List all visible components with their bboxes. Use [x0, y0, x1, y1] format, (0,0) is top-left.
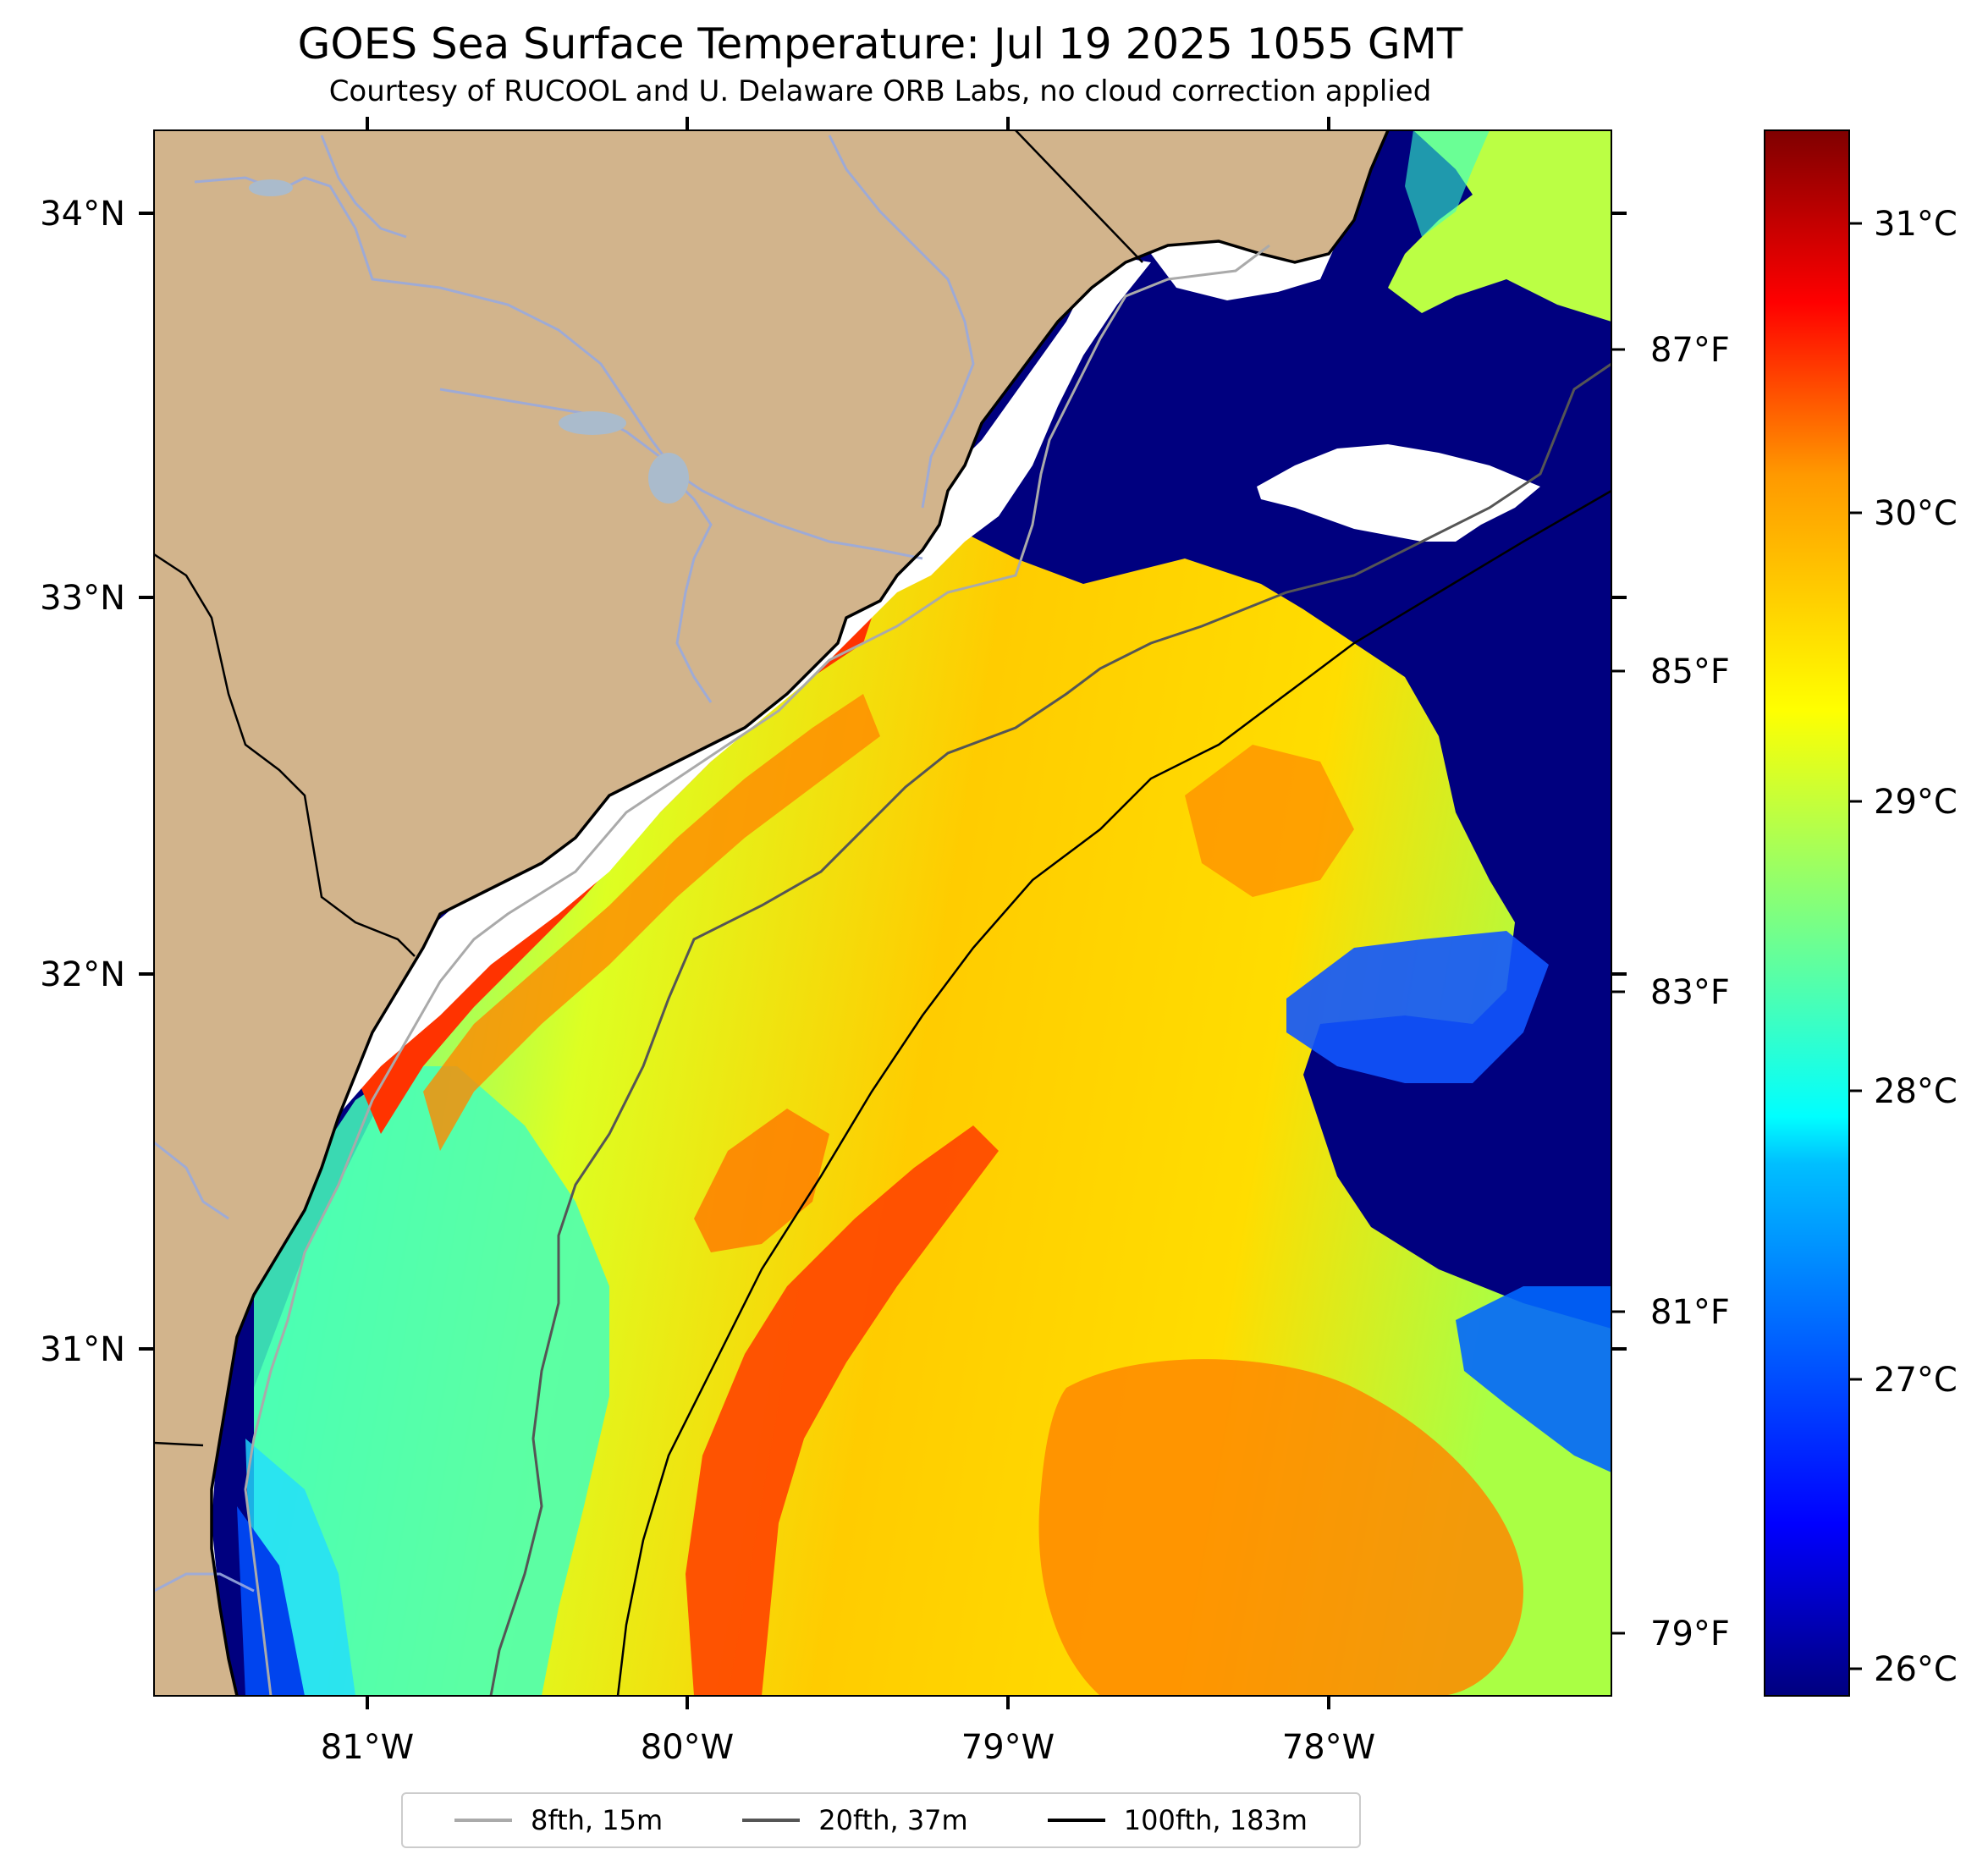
f-tick-85: 85°F [1650, 652, 1730, 691]
f-tick-81: 81°F [1650, 1293, 1730, 1332]
sst-cool-inshore [254, 1066, 609, 1696]
river-north [320, 135, 407, 239]
isobath-8fth [244, 244, 1270, 1696]
legend-swatch-100fth [1047, 1819, 1105, 1822]
lat-ticks [139, 212, 1627, 1351]
lat-tick-32n: 32°N [40, 955, 125, 994]
river-st-marys [154, 1141, 229, 1220]
river-pee-dee [194, 176, 923, 560]
c-tick-29: 29°C [1874, 783, 1958, 822]
c-tick-27: 27°C [1874, 1361, 1958, 1400]
map-subtitle: Courtesy of RUCOOL and U. Delaware ORB L… [328, 74, 1432, 108]
isobath-100fth [616, 489, 1611, 1696]
f-tick-83: 83°F [1650, 973, 1730, 1012]
f-tick-79: 79°F [1650, 1615, 1730, 1654]
river-waccamaw [828, 135, 975, 509]
lake-north [249, 179, 293, 196]
fahrenheit-ticks [1611, 348, 1625, 1635]
legend-swatch-8fth [454, 1819, 513, 1822]
lake-moultrie [559, 411, 626, 435]
c-tick-26: 26°C [1874, 1650, 1958, 1689]
isobath-20fth [489, 362, 1611, 1696]
legend-item-100fth: 100fth, 183m [1047, 1804, 1308, 1836]
sst-warm-offshore-2 [1038, 1359, 1523, 1696]
lon-ticks [366, 117, 1330, 1709]
sst-north-patch [1388, 130, 1611, 322]
map-title: GOES Sea Surface Temperature: Jul 19 202… [297, 19, 1463, 69]
legend-label-8fth: 8fth, 15m [531, 1804, 664, 1836]
lon-tick-78w: 78°W [1282, 1728, 1375, 1767]
sst-warm-offshore-1 [694, 1109, 829, 1252]
lon-tick-81w: 81°W [321, 1728, 414, 1767]
colorbar [1764, 129, 1850, 1697]
map-panel [154, 130, 1611, 1696]
lat-tick-34n: 34°N [40, 195, 125, 234]
c-tick-30: 30°C [1874, 494, 1958, 533]
legend-label-100fth: 100fth, 183m [1123, 1804, 1308, 1836]
lat-tick-33n: 33°N [40, 579, 125, 618]
sst-north-patch-edge [1405, 130, 1490, 237]
legend-item-20fth: 20fth, 37m [742, 1804, 968, 1836]
celsius-ticks [1849, 222, 1862, 1670]
land-mass [154, 130, 1388, 1696]
coastline [210, 130, 1390, 1696]
f-tick-87: 87°F [1650, 331, 1730, 370]
ga-fl-border [154, 1441, 204, 1447]
state-boundaries [154, 130, 1143, 1447]
sst-orange-coastal [423, 694, 880, 1151]
isobath-legend: 8fth, 15m 20fth, 37m 100fth, 183m [401, 1792, 1361, 1848]
sst-cold-front-edge [1286, 931, 1549, 1083]
sst-gulf-stream-core [686, 1125, 999, 1696]
nc-sc-border [1015, 130, 1143, 263]
lon-tick-79w: 79°W [961, 1728, 1055, 1767]
sst-warm-offshore-3 [1185, 745, 1354, 897]
sst-cold-patch-se [1456, 1286, 1611, 1472]
lat-tick-31n: 31°N [40, 1330, 125, 1369]
legend-label-20fth: 20fth, 37m [818, 1804, 968, 1836]
sc-ga-border [154, 553, 416, 957]
lake-marion [648, 453, 689, 504]
legend-swatch-20fth [742, 1819, 801, 1822]
c-tick-28: 28°C [1874, 1072, 1958, 1111]
river-st-johns [154, 1572, 255, 1593]
legend-item-8fth: 8fth, 15m [454, 1804, 663, 1836]
lon-tick-80w: 80°W [641, 1728, 734, 1767]
map-frame [153, 129, 1612, 1697]
c-tick-31: 31°C [1874, 205, 1958, 244]
